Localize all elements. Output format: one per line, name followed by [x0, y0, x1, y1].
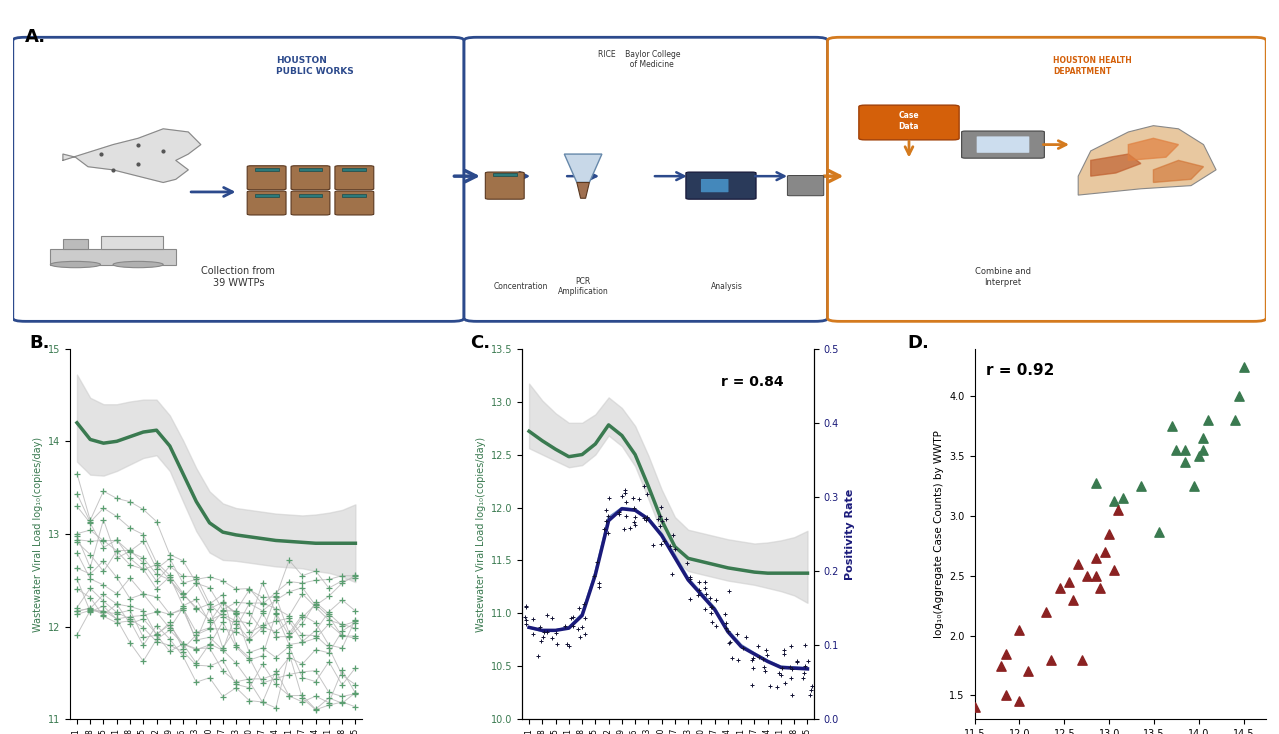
FancyBboxPatch shape — [247, 191, 286, 215]
Point — [991, 660, 1012, 672]
Point — [1063, 594, 1083, 606]
Point — [1197, 415, 1218, 426]
Point — [1090, 582, 1110, 594]
Text: RICE    Baylor College
          of Medicine: RICE Baylor College of Medicine — [599, 50, 680, 69]
Text: Concentration: Concentration — [494, 282, 547, 291]
Point — [996, 689, 1017, 701]
Point — [1175, 444, 1196, 456]
Point — [1009, 624, 1030, 636]
Text: D.: D. — [908, 334, 930, 352]
Text: C.: C. — [469, 334, 490, 352]
FancyBboxPatch shape — [788, 175, 824, 196]
Y-axis label: Positivity Rate: Positivity Rate — [844, 488, 854, 580]
Polygon shape — [1078, 126, 1216, 195]
Point — [1224, 415, 1244, 426]
Point — [1104, 564, 1124, 575]
Point — [1184, 480, 1205, 492]
Text: r = 0.84: r = 0.84 — [721, 374, 784, 388]
FancyBboxPatch shape — [335, 166, 373, 189]
Point — [1086, 570, 1106, 582]
Point — [1086, 476, 1106, 488]
Text: Combine and
Interpret: Combine and Interpret — [975, 267, 1031, 287]
Bar — [492, 173, 517, 176]
Text: Collection from
39 WWTPs: Collection from 39 WWTPs — [202, 266, 275, 288]
Text: Analysis: Analysis — [711, 282, 743, 291]
Text: r = 0.92: r = 0.92 — [986, 363, 1055, 379]
Polygon shape — [63, 129, 201, 183]
Ellipse shape — [113, 261, 164, 268]
Bar — [298, 194, 322, 197]
Point — [1188, 451, 1209, 462]
Bar — [50, 249, 175, 264]
Y-axis label: Wastewater Viral Load log₁₀(copies/day): Wastewater Viral Load log₁₀(copies/day) — [33, 437, 42, 631]
Point — [996, 647, 1017, 659]
Bar — [343, 194, 366, 197]
Polygon shape — [577, 183, 590, 198]
Point — [1068, 558, 1088, 570]
FancyBboxPatch shape — [464, 37, 828, 321]
Point — [1041, 654, 1062, 666]
Point — [1175, 457, 1196, 468]
Point — [1233, 360, 1253, 372]
Point — [1161, 421, 1182, 432]
Ellipse shape — [50, 261, 101, 268]
Bar — [101, 236, 164, 249]
Text: HOUSTON
PUBLIC WORKS: HOUSTON PUBLIC WORKS — [276, 57, 354, 76]
Bar — [298, 168, 322, 172]
FancyBboxPatch shape — [977, 137, 1030, 153]
Point — [1166, 444, 1187, 456]
Point — [1113, 493, 1133, 504]
Point — [1108, 504, 1128, 516]
FancyBboxPatch shape — [13, 37, 464, 321]
Point — [1086, 552, 1106, 564]
Point — [1099, 528, 1119, 540]
Point — [1229, 390, 1250, 402]
FancyBboxPatch shape — [962, 131, 1045, 158]
Bar — [255, 168, 279, 172]
Text: B.: B. — [29, 334, 50, 352]
FancyBboxPatch shape — [292, 166, 330, 189]
Bar — [343, 168, 366, 172]
Point — [964, 702, 985, 713]
Point — [1077, 570, 1097, 582]
Point — [1193, 444, 1214, 456]
Text: HOUSTON HEALTH
DEPARTMENT: HOUSTON HEALTH DEPARTMENT — [1053, 57, 1132, 76]
FancyBboxPatch shape — [292, 191, 330, 215]
Text: Case
Data: Case Data — [899, 112, 920, 131]
Polygon shape — [564, 154, 602, 183]
Polygon shape — [1128, 138, 1178, 161]
Point — [1193, 432, 1214, 444]
Point — [1095, 546, 1115, 558]
FancyBboxPatch shape — [247, 166, 286, 189]
Polygon shape — [1091, 154, 1141, 176]
Bar — [63, 239, 88, 249]
Text: PCR
Amplification: PCR Amplification — [558, 277, 609, 297]
Point — [1018, 666, 1039, 677]
Point — [1059, 576, 1079, 588]
Point — [1131, 480, 1151, 492]
Point — [1104, 495, 1124, 506]
Y-axis label: log₁₀(Aggregate Case Counts) by WWTP: log₁₀(Aggregate Case Counts) by WWTP — [934, 430, 944, 638]
Text: A.: A. — [26, 28, 46, 46]
FancyBboxPatch shape — [701, 179, 729, 192]
Point — [1050, 582, 1071, 594]
Y-axis label: Wastewater Viral Load log₁₀(copies/day): Wastewater Viral Load log₁₀(copies/day) — [476, 437, 486, 631]
Point — [1149, 526, 1169, 537]
FancyBboxPatch shape — [859, 105, 959, 140]
Point — [1009, 696, 1030, 708]
FancyBboxPatch shape — [485, 172, 524, 199]
Polygon shape — [1154, 161, 1204, 183]
FancyBboxPatch shape — [335, 191, 373, 215]
Point — [1072, 654, 1092, 666]
FancyBboxPatch shape — [828, 37, 1266, 321]
FancyBboxPatch shape — [686, 172, 756, 199]
Point — [1036, 606, 1056, 617]
Bar — [255, 194, 279, 197]
